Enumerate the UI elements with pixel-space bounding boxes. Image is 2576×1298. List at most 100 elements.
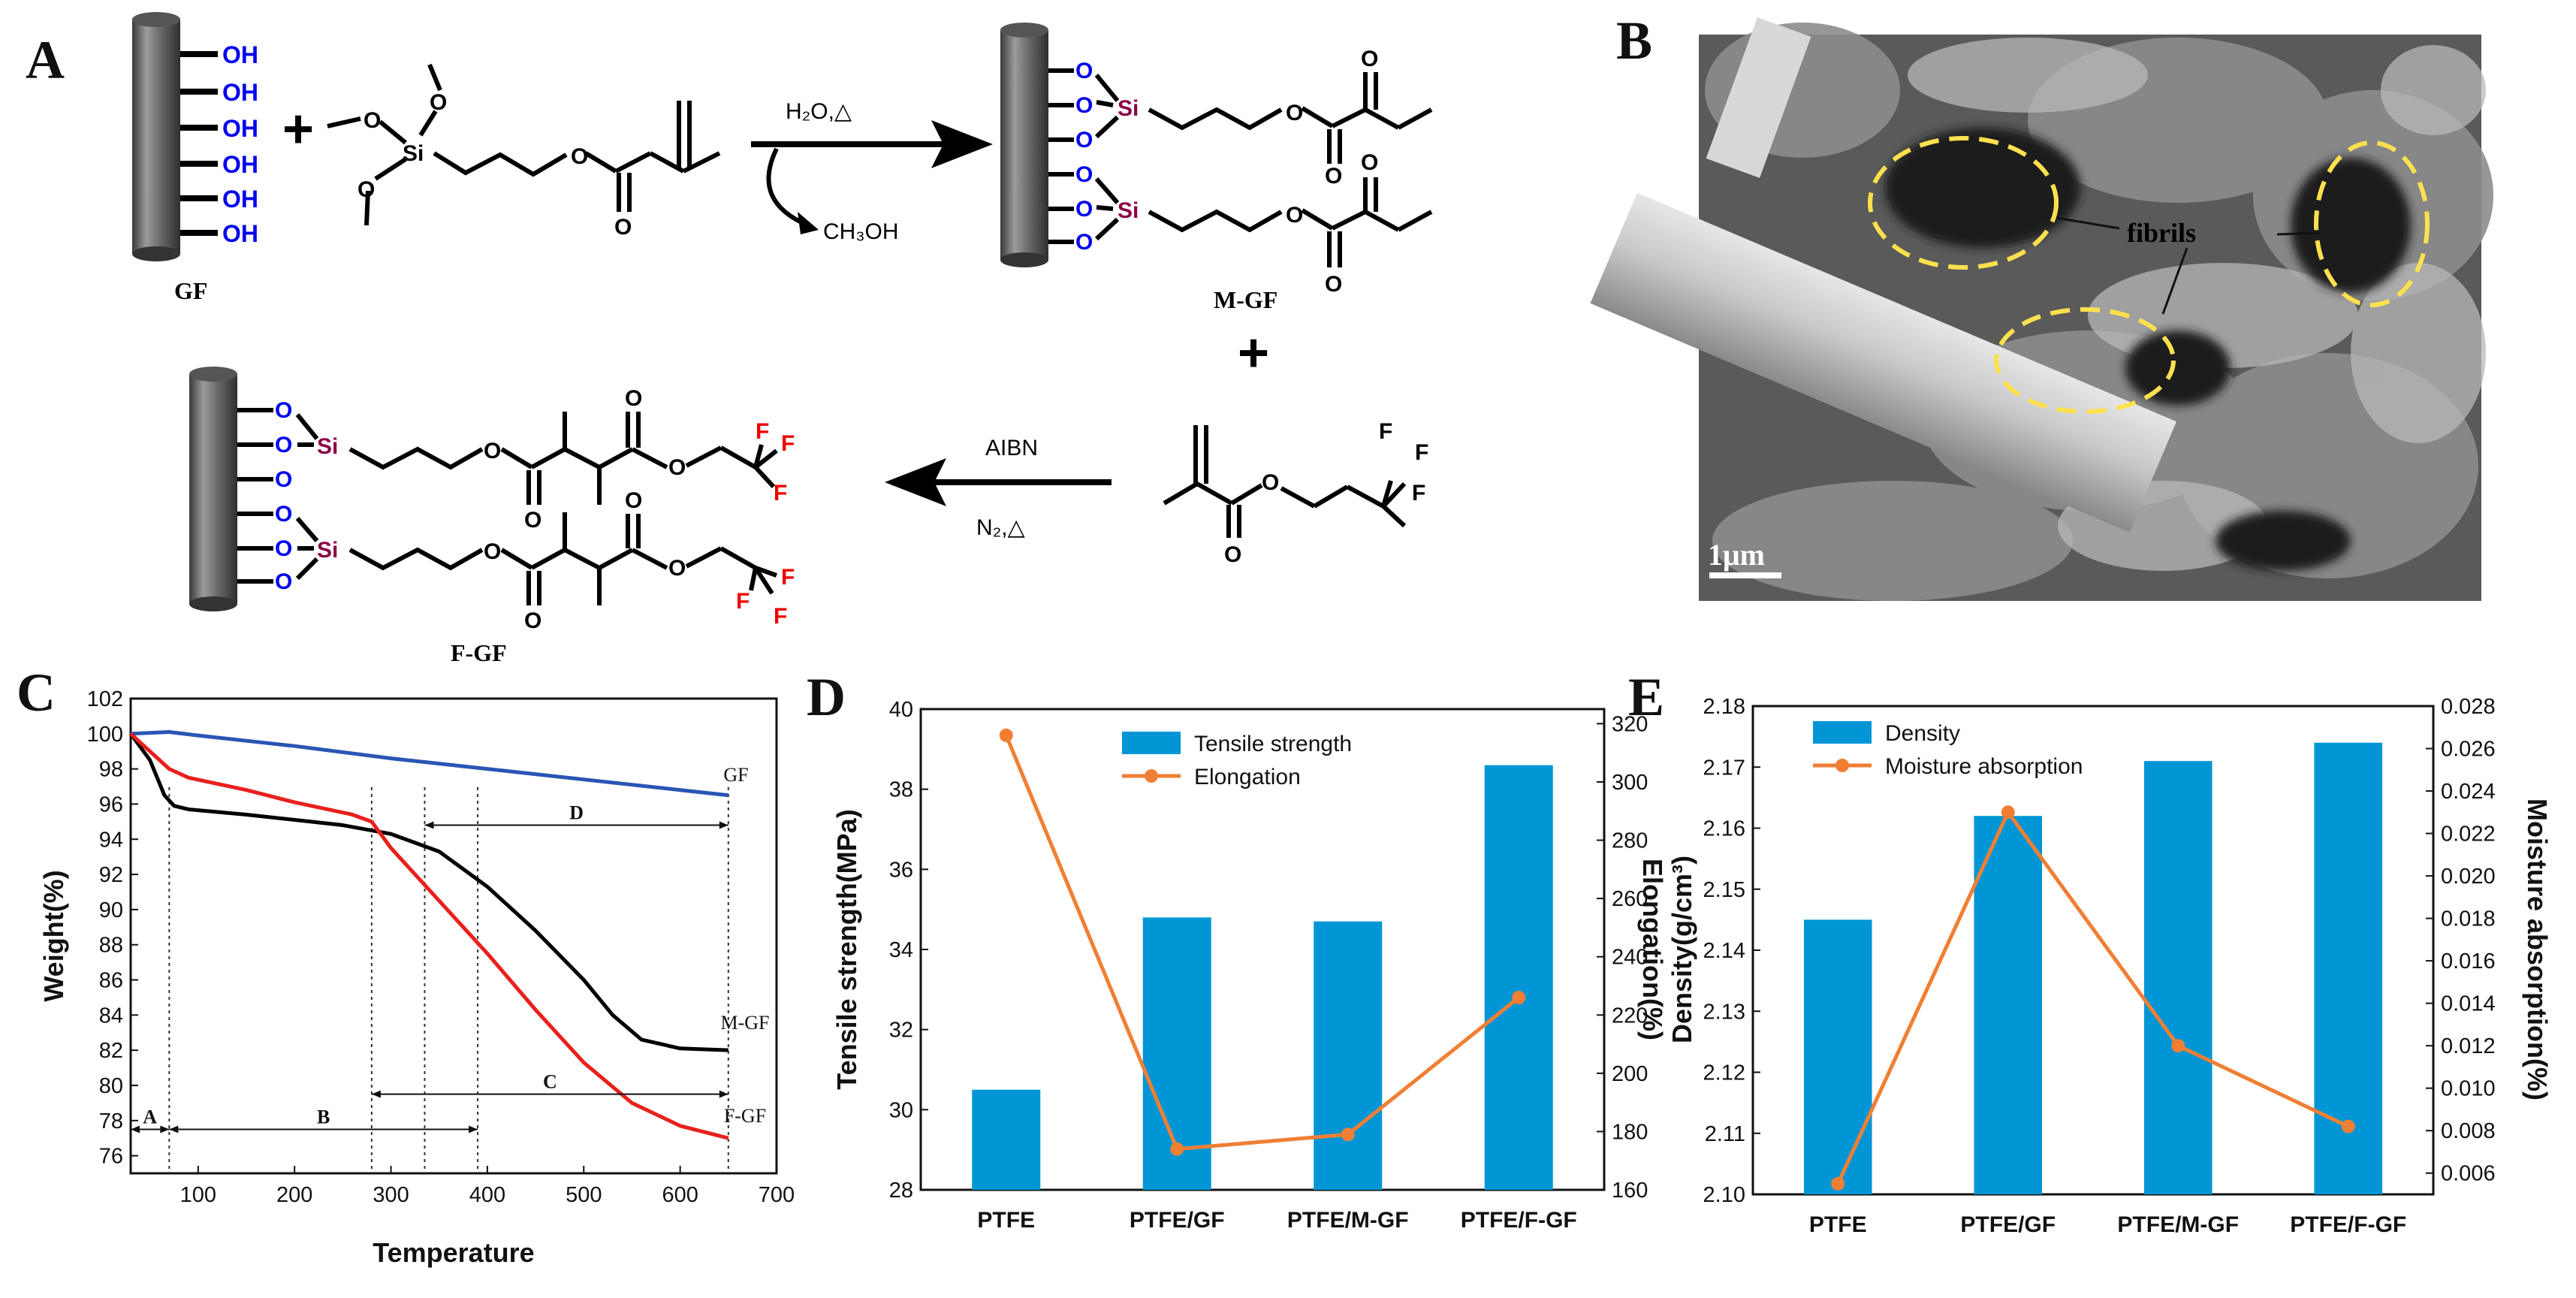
f-label: F: [756, 419, 769, 444]
panel-e-chart: E 2.10 2.11 2.12 2.13 2.14 2.15 2.16 2.17 2.18 0.…: [1628, 667, 2553, 1237]
f-label: F: [1379, 419, 1392, 444]
bars: [1803, 742, 2383, 1194]
range-arrow-head: [131, 1125, 140, 1133]
oh-label: OH: [222, 41, 258, 68]
x-tick-label: PTFE/F-GF: [2290, 1212, 2406, 1237]
y2-axis-label: Moisture absorption(%): [2522, 798, 2553, 1100]
monomer-molecule: O O F F F: [1163, 419, 1428, 567]
legend-swatch-point: [1145, 769, 1158, 783]
o-label: O: [275, 536, 292, 561]
series-line-m-gf: [128, 732, 728, 1052]
o-label: O: [363, 108, 381, 133]
fgf-label: F-GF: [451, 639, 507, 666]
legend-swatch-bar: [1122, 732, 1181, 754]
bar: [1314, 921, 1383, 1190]
range-arrow-head: [719, 1090, 728, 1098]
y2-tick-label: 220: [1612, 1004, 1648, 1028]
o-label: O: [1361, 47, 1378, 71]
bar: [1484, 765, 1553, 1190]
oh-label: OH: [222, 220, 258, 247]
data-point: [1831, 1176, 1845, 1191]
si-label: Si: [1118, 198, 1139, 223]
x-tick-label: PTFE: [1809, 1212, 1867, 1237]
o-label: O: [1075, 128, 1093, 152]
gf-bonds: [180, 51, 218, 236]
range-arrow-head: [469, 1125, 478, 1133]
scale-bar-label: 1μm: [1708, 538, 1765, 572]
series-label: GF: [723, 764, 748, 786]
y2-tick-label: 0.016: [2441, 949, 2496, 974]
y2-tick-label: 0.026: [2441, 738, 2496, 762]
mgf-atoms: O O O O O O Si Si O O O O O O: [1075, 47, 1378, 297]
data-point: [2341, 1119, 2355, 1133]
y-tick-label: 94: [99, 828, 123, 852]
y-tick-label: 2.11: [1705, 1122, 1745, 1146]
x-tick-label: 600: [662, 1183, 698, 1207]
panel-label-e: E: [1628, 667, 1664, 727]
f-label: F: [1412, 481, 1425, 506]
y-tick-label: 2.17: [1703, 756, 1745, 780]
plus-sign: +: [1238, 323, 1269, 383]
fibril-circles: [1868, 136, 2430, 414]
y2-axis-label: Elongation(%): [1637, 859, 1668, 1040]
series-line-gf: [130, 729, 729, 798]
o-label: O: [668, 556, 686, 581]
f-label: F: [736, 589, 750, 614]
y2-tick-label: 0.024: [2441, 780, 2496, 804]
transition-guides: [168, 786, 729, 1169]
scale-bar: [1709, 572, 1781, 578]
bar: [2143, 761, 2213, 1194]
si-label: Si: [1118, 96, 1139, 121]
x-tick-label: 500: [566, 1183, 602, 1207]
range-annotations: A B C D: [131, 802, 728, 1133]
gf-label: GF: [174, 277, 207, 304]
y-tick-label: 84: [99, 1004, 123, 1028]
y-tick-label: 40: [889, 698, 913, 722]
x-tick-label: 400: [469, 1183, 505, 1207]
o-label: O: [275, 502, 292, 527]
y2-tick-label: 260: [1612, 887, 1648, 911]
legend-swatch-point: [1835, 759, 1849, 772]
y-tick-label: 2.14: [1703, 939, 1745, 963]
data-point: [1341, 1127, 1355, 1142]
gf-hydroxyl-groups: OH OH OH OH OH OH: [222, 41, 258, 247]
range-label: A: [143, 1106, 157, 1127]
axis-ticks: 100 200 300 400 500 600 700 76 78 80 82 84 86 88 90 92 9…: [87, 687, 795, 1207]
fgf-fiber-icon: [189, 367, 237, 611]
x-tick-label: 100: [180, 1183, 216, 1207]
o-label: O: [1361, 150, 1378, 175]
range-arrow-head: [160, 1125, 170, 1133]
o-label: O: [275, 433, 292, 457]
si-label: Si: [317, 434, 338, 459]
o-label: O: [1075, 162, 1093, 187]
silane-molecule: O O O Si O O: [327, 63, 721, 240]
panel-label-b: B: [1616, 11, 1652, 71]
o-label: O: [275, 398, 292, 423]
o-label: O: [625, 488, 642, 513]
x-tick-label: PTFE/GF: [1130, 1208, 1225, 1233]
axis-ticks: 2.10 2.11 2.12 2.13 2.14 2.15 2.16 2.17 2.18 0.00…: [1703, 695, 2496, 1237]
si-label: Si: [317, 538, 338, 563]
x-axis-label: Temperature: [373, 1237, 534, 1268]
y-tick-label: 32: [889, 1019, 913, 1043]
oh-label: OH: [222, 115, 258, 142]
y2-tick-label: 280: [1612, 829, 1648, 853]
legend: Density Moisture absorption: [1813, 721, 2083, 779]
y2-tick-label: 0.012: [2441, 1034, 2496, 1058]
o-label: O: [1075, 197, 1093, 222]
y-tick-label: 100: [87, 723, 123, 747]
fgf-bonds: [237, 408, 778, 605]
y2-tick-label: 240: [1612, 946, 1648, 970]
legend: Tensile strength Elongation: [1122, 732, 1352, 789]
sem-image: fibrils 1μm: [1590, 17, 2493, 601]
range-arrow-head: [424, 821, 434, 829]
y-tick-label: 98: [99, 758, 123, 782]
f-label: F: [781, 431, 795, 456]
condition-label: H₂O,△: [786, 99, 852, 124]
x-tick-label: 300: [373, 1183, 409, 1207]
y-tick-label: 80: [99, 1074, 123, 1098]
reaction-arrow-2: AIBN N₂,△: [885, 436, 1112, 540]
oh-label: OH: [222, 79, 258, 106]
range-label: D: [569, 802, 584, 824]
